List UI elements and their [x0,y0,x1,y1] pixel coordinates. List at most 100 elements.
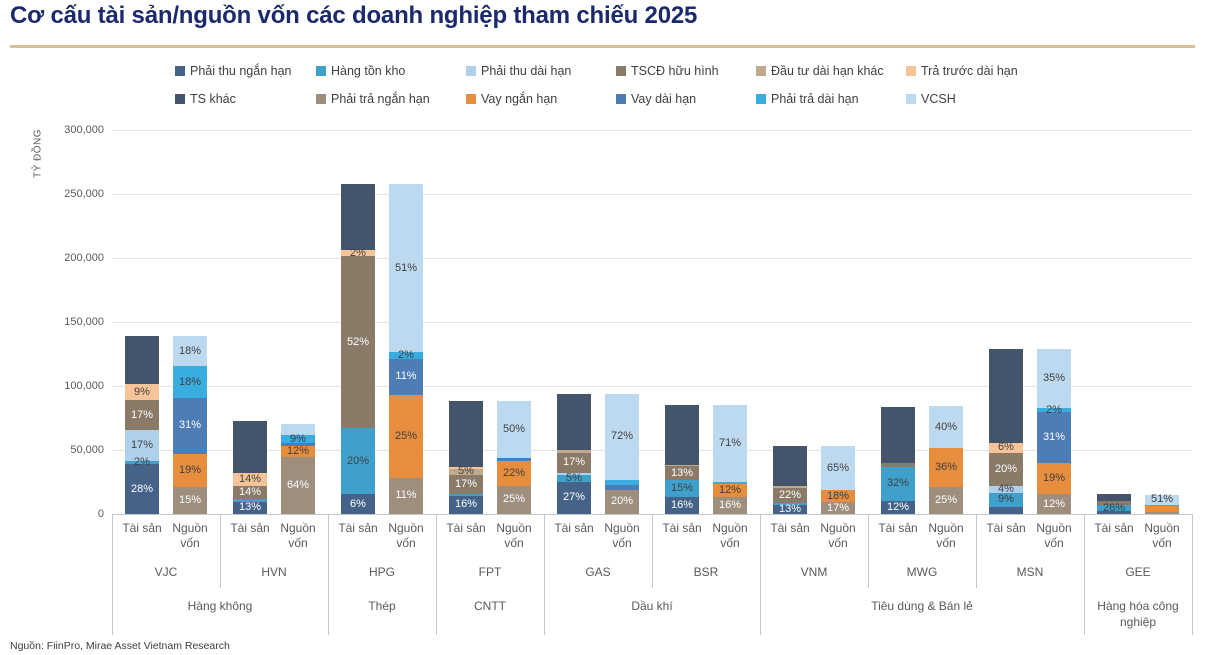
bar-segment-hang_ton_kho [449,493,483,496]
group-label: Hàng không [187,599,253,613]
bar-segment-hang_ton_kho: 5% [557,473,591,484]
bar-segment-ts_khac [125,336,159,385]
segment-label: 5% [458,465,474,478]
bar-segment-vay_dai_han: 31% [173,398,207,454]
bar-label-taisan: Tài sản [446,521,486,535]
vcsh-legend-swatch [906,94,916,104]
segment-label: 12% [886,501,910,514]
segment-label: 25% [394,429,418,442]
bar-segment-vcsh: 72% [605,393,639,481]
bar-segment-vay_dai_han [281,443,315,446]
segment-label: 19% [1042,471,1066,484]
legend-label: VCSH [921,92,956,106]
legend-item-phai_thu_dai_han: Phải thu dài hạn [466,64,571,78]
segment-label: 6% [350,497,366,510]
bar-segment-vcsh: 18% [173,336,207,367]
bar-segment-vay_ngan_han: 18% [821,490,855,503]
legend-label: TS khác [190,92,236,106]
bar-segment-ts_khac [881,406,915,464]
segment-label: 20% [610,495,634,508]
bar-segment-phai_thu_ngan_han: 12% [881,501,915,514]
hpg-taisan-bar: 6% 20% 52% 2% [341,183,375,514]
group-separator-line [328,514,329,635]
y-tick-label: 0 [97,508,104,520]
segment-label: 9% [290,432,306,445]
bar-segment-hang_ton_kho: 9% [989,492,1023,508]
tra_truoc_dai_han-legend-swatch [906,66,916,76]
segment-label: 32% [886,477,910,490]
group-label: Dầu khí [631,599,673,613]
bar-segment-tscd_huu_hinh [881,463,915,467]
segment-label: 22% [778,489,802,502]
group-label: Tiêu dùng & Bán lẻ [871,599,973,613]
ticker-label-bsr: BSR [693,565,719,579]
bar-segment-tscd_huu_hinh: 17% [557,452,591,474]
bar-segment-vcsh: 65% [821,446,855,491]
bar-segment-vay_ngan_han: 22% [497,461,531,486]
bar-segment-phai_tra_ngan_han [1145,512,1179,514]
bar-segment-tra_truoc_dai_han: 9% [125,384,159,401]
company-separator-line [868,514,869,588]
group-separator-line [112,514,113,635]
bar-segment-vcsh: 35% [1037,348,1071,409]
bar-segment-dau_tu_dai_han_khac [557,450,591,453]
bar-segment-phai_tra_dai_han [713,482,747,484]
bar-segment-vay_ngan_han [1145,505,1179,513]
bar-segment-hang_ton_kho [773,503,807,506]
bsr-nguonvon-bar: 16% 12% 71% [713,405,747,514]
bar-label-nguonvon: Nguồn vốn [712,521,748,550]
bar-label-taisan: Tài sản [230,521,270,535]
bar-segment-ts_khac [1097,493,1131,501]
phai_tra_ngan_han-legend-swatch [316,94,326,104]
segment-label: 31% [1042,430,1066,443]
segment-label: 6% [998,441,1014,454]
legend-item-tscd_huu_hinh: TSCĐ hữu hình [616,64,719,78]
group-label: CNTT [474,599,506,613]
segment-label: 12% [286,444,310,457]
bar-segment-phai_thu_ngan_han: 13% [773,504,807,515]
vay_dai_han-legend-swatch [616,94,626,104]
bar-segment-phai_tra_ngan_han: 64% [281,456,315,514]
ticker-label-mwg: MWG [906,565,938,579]
bar-segment-phai_thu_ngan_han: 27% [557,481,591,514]
bar-segment-dau_tu_dai_han_khac [773,485,807,489]
legend-label: Vay ngắn hạn [481,92,558,106]
ticker-label-gee: GEE [1125,565,1151,579]
segment-label: 12% [1042,497,1066,510]
bar-segment-tscd_huu_hinh: 13% [665,466,699,481]
legend-label: Hàng tồn kho [331,64,406,78]
bar-label-nguonvon: Nguồn vốn [172,521,208,550]
bar-segment-tra_truoc_dai_han: 6% [989,441,1023,454]
bar-segment-phai_tra_dai_han [605,480,639,486]
legend-label: Vay dài hạn [631,92,697,106]
legend-label: Phải thu dài hạn [481,64,572,78]
segment-label: 12% [718,483,742,496]
bar-segment-phai_tra_ngan_han: 11% [389,477,423,514]
bar-segment-ts_khac [665,405,699,466]
ticker-label-fpt: FPT [478,565,502,579]
hvn-taisan-bar: 13% 14% 14% [233,420,267,514]
vjc-taisan-bar: 28% 2% 17% 17% 9% [125,336,159,514]
grid-line [112,386,1192,387]
segment-label: 15% [178,494,202,507]
y-tick-label: 100,000 [64,380,104,392]
hvn-nguonvon-bar: 64% 12% 9% [281,424,315,514]
gee-nguonvon-bar: 51% [1145,494,1179,514]
legend-item-ts_khac: TS khác [175,92,236,106]
segment-label: 26% [1102,501,1126,514]
segment-label: 2% [134,455,150,468]
mwg-nguonvon-bar: 25% 36% 40% [929,406,963,514]
bar-segment-ts_khac [989,348,1023,444]
bar-segment-tra_truoc_dai_han: 14% [233,472,267,486]
legend-label: Đầu tư dài hạn khác [771,64,884,78]
segment-label: 36% [934,461,958,474]
grid-line [112,322,1192,323]
vay_ngan_han-legend-swatch [466,94,476,104]
bar-segment-ts_khac [449,401,483,467]
segment-label: 28% [130,482,154,495]
bar-segment-tscd_huu_hinh: 22% [773,488,807,504]
grid-line [112,130,1192,131]
bar-label-nguonvon: Nguồn vốn [496,521,532,550]
chart-title: Cơ cấu tài sản/nguồn vốn các doanh nghiệ… [10,2,698,29]
bar-segment-vcsh: 40% [929,406,963,449]
